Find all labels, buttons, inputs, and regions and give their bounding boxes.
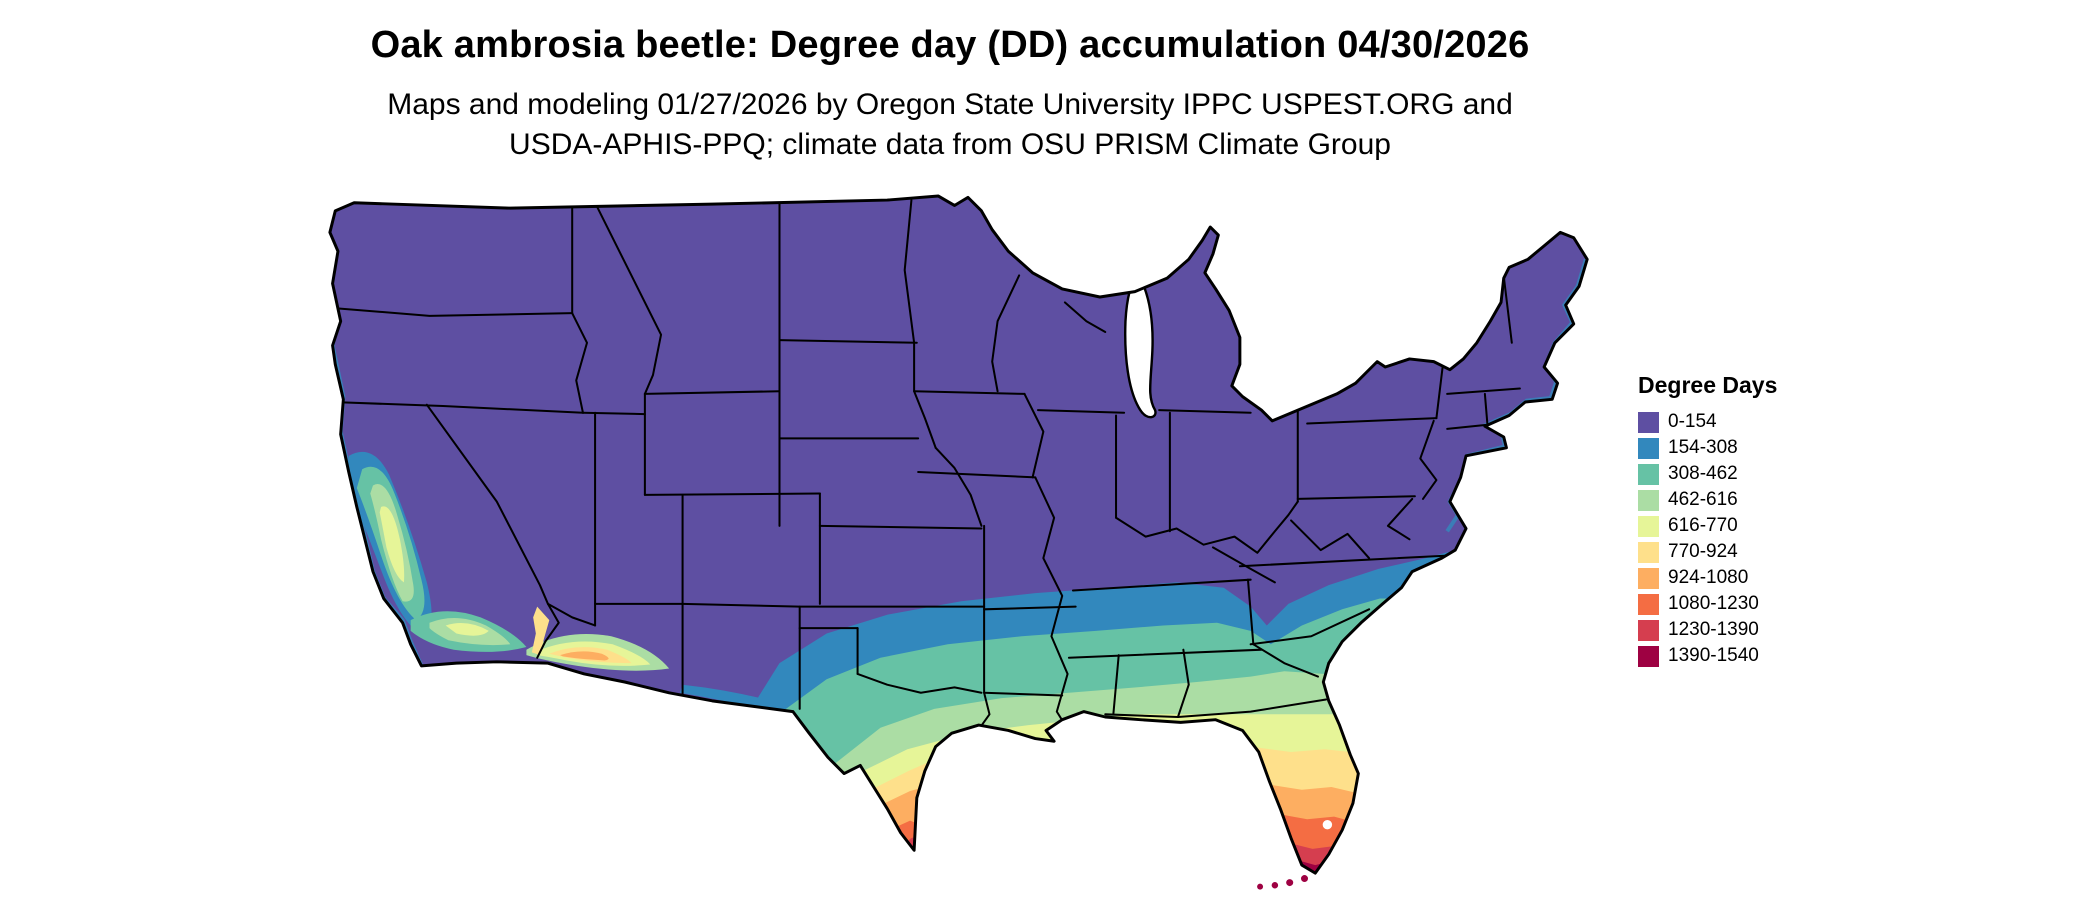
legend-swatch bbox=[1638, 619, 1659, 641]
legend-swatch bbox=[1638, 489, 1659, 511]
legend-swatch bbox=[1638, 463, 1659, 485]
california-valley-core bbox=[379, 506, 405, 583]
legend-item: 616-770 bbox=[1638, 513, 1938, 539]
band-1080-1230-florida bbox=[1196, 813, 1588, 874]
legend-label: 770-924 bbox=[1668, 541, 1738, 562]
band-1230-1390-florida bbox=[1223, 843, 1588, 874]
map-subtitle-line1: Maps and modeling 01/27/2026 by Oregon S… bbox=[387, 88, 1513, 121]
legend-label: 308-462 bbox=[1668, 463, 1738, 484]
legend-item: 1230-1390 bbox=[1638, 617, 1938, 643]
legend-swatch bbox=[1638, 411, 1659, 433]
legend-item: 0-154 bbox=[1638, 409, 1938, 435]
map-title: Oak ambrosia beetle: Degree day (DD) acc… bbox=[370, 24, 1530, 66]
legend-item: 924-1080 bbox=[1638, 565, 1938, 591]
us-degree-day-map bbox=[328, 194, 1589, 890]
inland-lakes bbox=[1124, 270, 1333, 830]
legend-swatch bbox=[1638, 515, 1659, 537]
legend-item: 308-462 bbox=[1638, 461, 1938, 487]
map-subtitle-line2: USDA-APHIS-PPQ; climate data from OSU PR… bbox=[509, 128, 1391, 161]
legend-swatch bbox=[1638, 645, 1659, 667]
state-borders bbox=[329, 199, 1521, 735]
legend-swatch bbox=[1638, 593, 1659, 615]
legend: Degree Days 0-154 154-308 308-462 462-61… bbox=[1638, 372, 1938, 669]
us-outline bbox=[328, 194, 1589, 875]
legend-label: 924-1080 bbox=[1668, 567, 1749, 588]
legend-item: 1080-1230 bbox=[1638, 591, 1938, 617]
legend-title: Degree Days bbox=[1638, 372, 1778, 398]
legend-swatch bbox=[1638, 541, 1659, 563]
florida-keys bbox=[1257, 875, 1308, 890]
legend-swatch bbox=[1638, 437, 1659, 459]
lake-michigan bbox=[1124, 270, 1157, 419]
band-924-1080-florida bbox=[1169, 784, 1588, 874]
legend-label: 1390-1540 bbox=[1668, 645, 1759, 666]
legend-label: 616-770 bbox=[1668, 515, 1738, 536]
southwest-arizona-orange bbox=[560, 651, 609, 661]
band-770-924-florida bbox=[1116, 746, 1588, 874]
legend-swatch bbox=[1638, 567, 1659, 589]
lake-okeechobee bbox=[1322, 819, 1333, 830]
band-1080-1230-texas bbox=[852, 820, 944, 874]
legend-item: 770-924 bbox=[1638, 539, 1938, 565]
map-container bbox=[308, 192, 1601, 892]
legend-label: 1230-1390 bbox=[1668, 619, 1759, 640]
legend-item: 154-308 bbox=[1638, 435, 1938, 461]
legend-label: 1080-1230 bbox=[1668, 593, 1759, 614]
legend-label: 0-154 bbox=[1668, 411, 1717, 432]
socal-paleyellow bbox=[445, 623, 489, 636]
legend-label: 154-308 bbox=[1668, 437, 1738, 458]
legend-label: 462-616 bbox=[1668, 489, 1738, 510]
legend-item: 1390-1540 bbox=[1638, 643, 1938, 669]
colorado-river-strip bbox=[531, 606, 550, 656]
header: Oak ambrosia beetle: Degree day (DD) acc… bbox=[0, 0, 1900, 165]
legend-item: 462-616 bbox=[1638, 487, 1938, 513]
band-0-154 bbox=[329, 196, 1588, 874]
